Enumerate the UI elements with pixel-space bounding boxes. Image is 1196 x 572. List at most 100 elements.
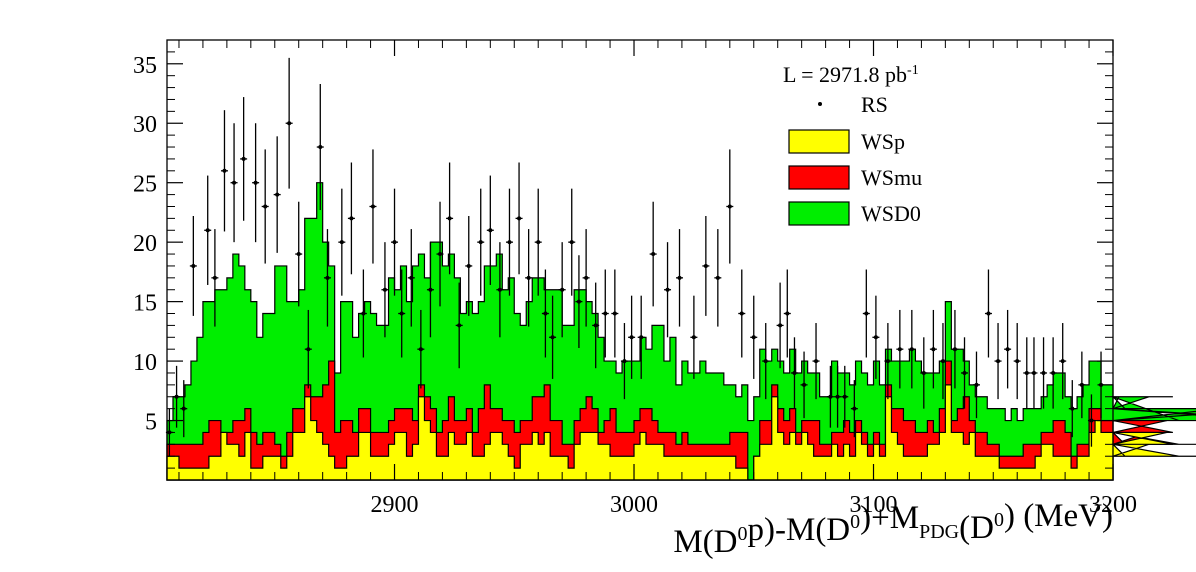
rs-marker bbox=[349, 216, 354, 221]
rs-marker bbox=[1005, 347, 1010, 352]
rs-point bbox=[525, 229, 533, 327]
rs-point bbox=[295, 201, 303, 307]
rs-point bbox=[592, 282, 600, 369]
rs-point bbox=[1030, 337, 1038, 409]
rs-marker bbox=[392, 240, 397, 245]
rs-marker bbox=[593, 323, 598, 328]
rs-point bbox=[391, 188, 399, 296]
rs-marker bbox=[828, 394, 833, 399]
legend-label: WSp bbox=[861, 129, 905, 154]
rs-point bbox=[862, 269, 870, 358]
rs-point bbox=[1068, 380, 1076, 438]
luminosity-label: L = 2971.8 pb-1 bbox=[783, 62, 919, 87]
rs-point bbox=[273, 136, 281, 253]
x-label-text: ) (MeV) bbox=[1004, 498, 1113, 534]
rs-marker bbox=[622, 359, 627, 364]
rs-point bbox=[896, 309, 904, 389]
rs-point bbox=[790, 337, 798, 409]
rs-point bbox=[446, 162, 454, 275]
rs-point bbox=[611, 269, 619, 358]
rs-point bbox=[541, 269, 549, 358]
rs-marker bbox=[785, 311, 790, 316]
rs-point bbox=[826, 365, 834, 428]
rs-point bbox=[505, 188, 513, 296]
rs-point bbox=[180, 380, 188, 438]
rs-marker bbox=[962, 370, 967, 375]
rs-point bbox=[240, 97, 248, 221]
rs-marker bbox=[478, 240, 483, 245]
rs-marker bbox=[931, 347, 936, 352]
rs-point bbox=[1023, 337, 1031, 409]
rs-point bbox=[1049, 337, 1057, 409]
legend-item-wsp: WSp bbox=[788, 129, 905, 154]
x-label-text: p)-M(D bbox=[748, 512, 851, 548]
rs-point bbox=[1013, 323, 1021, 400]
rs-point bbox=[939, 323, 947, 400]
x-label-superscript: 0 bbox=[994, 509, 1004, 531]
rs-point bbox=[496, 242, 504, 338]
rs-point bbox=[558, 242, 566, 338]
rs-point bbox=[972, 351, 980, 419]
rs-marker bbox=[703, 263, 708, 268]
rs-point bbox=[637, 295, 645, 379]
rs-point bbox=[783, 269, 791, 358]
rs-marker bbox=[792, 370, 797, 375]
rs-point bbox=[738, 269, 746, 358]
rs-point bbox=[285, 57, 293, 189]
rs-point bbox=[486, 175, 494, 285]
rs-marker bbox=[418, 347, 423, 352]
rs-point bbox=[884, 323, 892, 400]
legend-wsmu-swatch bbox=[788, 165, 850, 190]
rs-marker bbox=[438, 252, 443, 257]
y-tick-label: 35 bbox=[133, 53, 157, 79]
rs-point bbox=[477, 188, 485, 296]
legend-wsd0-swatch bbox=[788, 201, 850, 226]
rs-point bbox=[189, 216, 197, 316]
rs-point bbox=[398, 269, 406, 358]
rs-point bbox=[515, 162, 523, 275]
rs-marker bbox=[1015, 359, 1020, 364]
rs-point bbox=[762, 323, 770, 400]
rs-point bbox=[649, 201, 657, 307]
rs-marker bbox=[428, 287, 433, 292]
x-label-superscript: 0 bbox=[850, 511, 860, 533]
rs-point bbox=[417, 309, 425, 389]
x-label-text: )+M bbox=[860, 500, 919, 536]
rs-marker bbox=[318, 145, 323, 150]
rs-point bbox=[702, 216, 710, 316]
rs-point bbox=[465, 216, 473, 316]
rs-point bbox=[1097, 351, 1105, 419]
rs-marker bbox=[639, 335, 644, 340]
rs-marker bbox=[263, 204, 268, 209]
wsp-histogram bbox=[166, 384, 1196, 481]
rs-point bbox=[347, 162, 355, 275]
rs-marker bbox=[550, 335, 555, 340]
legend-item-wsd0: WSD0 bbox=[788, 201, 921, 226]
rs-marker bbox=[603, 311, 608, 316]
rs-point bbox=[338, 188, 346, 296]
rs-marker bbox=[952, 347, 957, 352]
rs-marker bbox=[873, 335, 878, 340]
rs-marker bbox=[488, 228, 493, 233]
legend: L = 2971.8 pb-1 RS WSp WSmu WSD0 bbox=[783, 62, 922, 226]
rs-point bbox=[984, 269, 992, 358]
rs-point bbox=[568, 188, 576, 296]
rs-marker bbox=[536, 240, 541, 245]
rs-point bbox=[582, 229, 590, 327]
rs-marker bbox=[241, 156, 246, 161]
x-label-text: (D bbox=[959, 510, 994, 546]
rs-marker bbox=[1041, 370, 1046, 375]
legend-label: WSD0 bbox=[861, 201, 921, 226]
rs-marker bbox=[727, 204, 732, 209]
rs-marker bbox=[691, 335, 696, 340]
rs-point bbox=[359, 269, 367, 358]
rs-marker bbox=[763, 359, 768, 364]
rs-marker bbox=[275, 192, 280, 197]
rs-marker bbox=[852, 406, 857, 411]
legend-label: RS bbox=[861, 92, 888, 117]
rs-point bbox=[1040, 337, 1048, 409]
rs-point bbox=[628, 295, 636, 379]
wsp-bars bbox=[166, 384, 1196, 481]
rs-point bbox=[620, 323, 628, 400]
rs-marker bbox=[814, 359, 819, 364]
